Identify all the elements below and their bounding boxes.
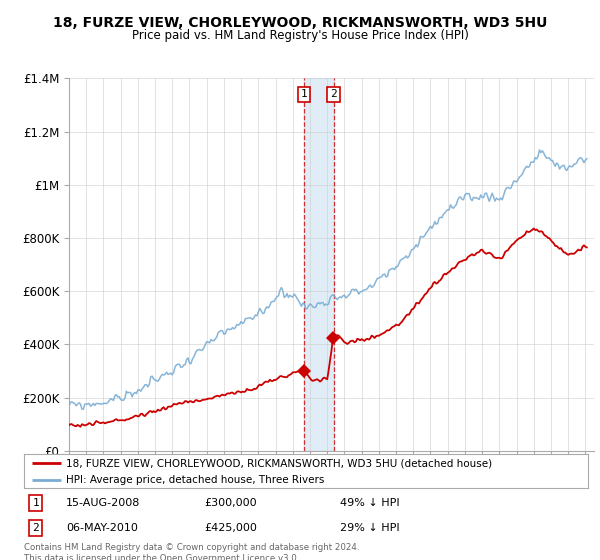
Text: 1: 1 — [301, 90, 308, 99]
Text: Price paid vs. HM Land Registry's House Price Index (HPI): Price paid vs. HM Land Registry's House … — [131, 29, 469, 42]
Bar — [304, 78, 334, 451]
Text: £425,000: £425,000 — [205, 523, 257, 533]
Text: 2: 2 — [32, 523, 39, 533]
Text: 2: 2 — [330, 90, 337, 99]
Text: 29% ↓ HPI: 29% ↓ HPI — [340, 523, 400, 533]
Text: 1: 1 — [32, 498, 39, 508]
Text: Contains HM Land Registry data © Crown copyright and database right 2024.
This d: Contains HM Land Registry data © Crown c… — [24, 543, 359, 560]
Text: 18, FURZE VIEW, CHORLEYWOOD, RICKMANSWORTH, WD3 5HU (detached house): 18, FURZE VIEW, CHORLEYWOOD, RICKMANSWOR… — [66, 458, 493, 468]
Text: 06-MAY-2010: 06-MAY-2010 — [66, 523, 138, 533]
Text: 15-AUG-2008: 15-AUG-2008 — [66, 498, 140, 508]
Text: 18, FURZE VIEW, CHORLEYWOOD, RICKMANSWORTH, WD3 5HU: 18, FURZE VIEW, CHORLEYWOOD, RICKMANSWOR… — [53, 16, 547, 30]
Text: £300,000: £300,000 — [205, 498, 257, 508]
Text: 49% ↓ HPI: 49% ↓ HPI — [340, 498, 400, 508]
Text: HPI: Average price, detached house, Three Rivers: HPI: Average price, detached house, Thre… — [66, 475, 325, 485]
